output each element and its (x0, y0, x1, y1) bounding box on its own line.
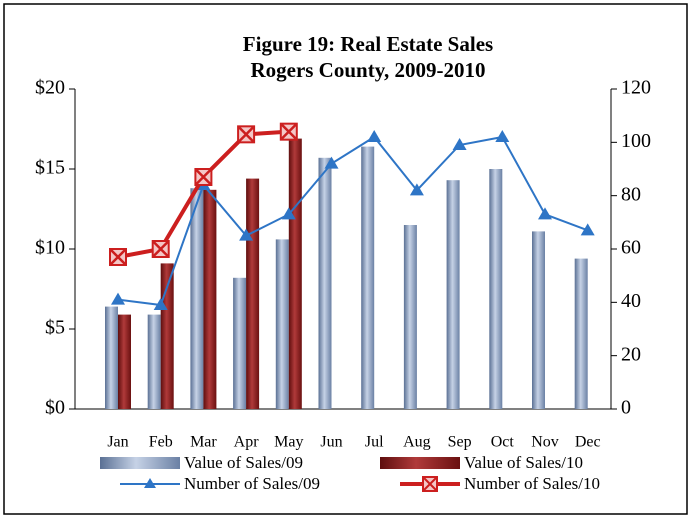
marker-x (110, 249, 126, 265)
bar (489, 169, 503, 409)
marker (538, 207, 552, 220)
x-tick-label: Mar (190, 434, 217, 451)
x-tick-label: Dec (575, 434, 601, 451)
y2-tick-label: 100 (621, 130, 651, 152)
bar (233, 277, 247, 409)
chart-title: Figure 19: Real Estate Sales (243, 32, 493, 56)
line (117, 135, 589, 307)
bar (147, 314, 161, 409)
marker (367, 130, 382, 142)
x-tick-label: Nov (531, 434, 559, 451)
marker (239, 228, 254, 241)
legend-marker-x (423, 477, 437, 491)
legend-label: Value of Sales/10 (464, 453, 583, 472)
bar (288, 138, 302, 409)
x-tick-label: Feb (149, 434, 173, 451)
y2-tick-label: 0 (621, 397, 631, 419)
bar (275, 239, 289, 409)
bar (361, 146, 375, 409)
marker (580, 223, 595, 236)
legend-swatch (380, 457, 460, 469)
bar (160, 263, 174, 409)
marker (452, 138, 467, 150)
legend-swatch (100, 457, 180, 469)
bar (118, 314, 131, 409)
legend-marker (144, 478, 156, 488)
x-tick-label: Jan (107, 434, 128, 451)
y-tick-label: $20 (35, 77, 65, 99)
legend-label: Number of Sales/10 (464, 474, 600, 493)
chart-subtitle: Rogers County, 2009-2010 (250, 58, 485, 82)
marker (111, 292, 125, 305)
y-tick-label: $15 (35, 157, 65, 179)
bar (574, 258, 588, 409)
marker (495, 130, 510, 142)
marker-x (152, 241, 169, 257)
x-tick-label: Apr (234, 434, 260, 451)
y-tick-label: $10 (35, 237, 65, 259)
bar (246, 178, 260, 409)
legend-label: Number of Sales/09 (184, 474, 320, 493)
bar (105, 306, 118, 409)
y2-tick-label: 40 (621, 290, 641, 312)
marker (281, 207, 296, 220)
bar (446, 180, 460, 409)
marker (409, 183, 424, 196)
y-tick-label: $5 (45, 317, 65, 339)
marker (324, 156, 339, 169)
y2-tick-label: 120 (621, 77, 651, 99)
bar (203, 189, 217, 409)
marker-x (280, 123, 297, 140)
x-tick-label: Sep (448, 434, 472, 451)
x-tick-label: Oct (491, 434, 515, 451)
x-tick-label: Jun (320, 434, 342, 451)
marker (153, 298, 168, 310)
y2-tick-label: 20 (621, 343, 641, 365)
y2-tick-label: 80 (621, 183, 641, 205)
y-tick-label: $0 (45, 397, 65, 419)
y2-tick-label: 60 (621, 237, 641, 259)
bar (403, 225, 417, 409)
x-tick-label: Aug (403, 434, 431, 451)
bar (318, 157, 332, 409)
bar (190, 188, 204, 409)
marker-x (238, 126, 254, 143)
x-tick-label: May (274, 434, 303, 451)
marker-x (195, 169, 212, 185)
legend-label: Value of Sales/09 (184, 453, 303, 472)
x-tick-label: Jul (365, 434, 384, 451)
bar (532, 231, 545, 409)
